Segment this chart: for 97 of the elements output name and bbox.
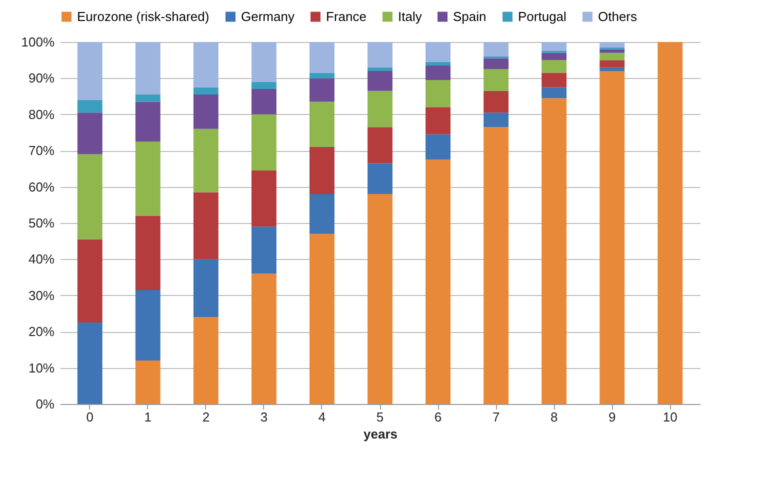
y-tick-label: 0% xyxy=(36,396,55,412)
bar xyxy=(135,290,160,361)
bar xyxy=(484,127,509,404)
bar xyxy=(426,80,450,108)
legend-label: Spain xyxy=(453,8,486,24)
bar xyxy=(542,87,567,98)
x-tick-label: 7 xyxy=(492,410,500,424)
bar xyxy=(310,146,334,194)
bar xyxy=(600,49,625,53)
bar xyxy=(484,69,509,91)
bar xyxy=(426,66,450,80)
bar xyxy=(251,114,276,171)
bar xyxy=(368,70,392,91)
x-tick-label: 2 xyxy=(202,410,210,424)
x-tick-label: 10 xyxy=(662,410,678,424)
bar xyxy=(77,112,102,154)
y-tick-label: 80% xyxy=(28,106,55,122)
bar xyxy=(135,42,160,94)
x-axis-title: years xyxy=(364,426,398,442)
bar xyxy=(310,42,334,73)
bar xyxy=(193,94,218,129)
bar xyxy=(77,100,102,113)
bar xyxy=(426,107,450,134)
bar xyxy=(658,42,683,404)
bar xyxy=(368,90,392,128)
bar xyxy=(426,62,450,66)
bar xyxy=(77,154,102,240)
bar xyxy=(77,239,102,323)
legend-label: Eurozone (risk-shared) xyxy=(77,8,210,24)
bar xyxy=(542,98,567,404)
x-tick-label: 0 xyxy=(86,410,94,424)
bar xyxy=(310,234,334,404)
y-tick-label: 70% xyxy=(28,143,55,158)
bar xyxy=(600,60,625,68)
bar xyxy=(310,102,334,147)
bar xyxy=(77,42,102,100)
y-tick-label: 90% xyxy=(28,70,55,86)
bar xyxy=(251,42,276,82)
y-tick-label: 40% xyxy=(28,252,55,267)
x-tick-label: 8 xyxy=(550,410,558,424)
bar xyxy=(426,134,450,160)
bar xyxy=(542,52,567,60)
bar xyxy=(135,102,160,142)
bar xyxy=(77,322,102,404)
bar xyxy=(542,60,567,73)
x-tick-label: 5 xyxy=(376,410,384,424)
bar xyxy=(600,52,625,60)
bar xyxy=(426,42,450,62)
bar xyxy=(135,216,160,290)
bar xyxy=(310,194,334,234)
bar xyxy=(251,226,276,274)
x-tick-label: 1 xyxy=(144,410,152,424)
bar xyxy=(251,274,276,404)
bar xyxy=(135,360,160,404)
legend-label: Others xyxy=(598,8,638,24)
bar xyxy=(193,42,218,88)
bar xyxy=(251,89,276,114)
bar xyxy=(484,90,509,113)
bar xyxy=(542,42,567,52)
bar xyxy=(542,72,567,88)
y-tick-label: 30% xyxy=(28,288,55,303)
bar xyxy=(426,160,450,404)
bar xyxy=(135,142,160,216)
y-tick-label: 60% xyxy=(28,179,55,194)
bar xyxy=(484,112,509,128)
bar xyxy=(368,42,392,68)
legend-label: France xyxy=(326,8,366,24)
x-tick-label: 3 xyxy=(260,410,268,424)
x-tick-label: 6 xyxy=(434,410,442,424)
bar xyxy=(310,78,334,102)
bar xyxy=(600,70,625,404)
bar xyxy=(600,67,625,71)
bar xyxy=(368,67,392,71)
x-tick-label: 9 xyxy=(608,410,616,424)
bar xyxy=(368,194,392,404)
y-tick-label: 10% xyxy=(28,360,55,376)
legend-label: Italy xyxy=(398,8,422,24)
x-tick-label: 4 xyxy=(318,410,326,424)
bar xyxy=(251,82,276,90)
bar xyxy=(484,42,509,56)
bar xyxy=(193,87,218,94)
bar xyxy=(368,127,392,164)
bar xyxy=(193,317,218,404)
bar xyxy=(193,128,218,192)
bar xyxy=(310,72,334,78)
legend-label: Portugal xyxy=(518,8,567,24)
y-tick-label: 50% xyxy=(28,216,55,230)
bar xyxy=(368,163,392,194)
bar xyxy=(600,42,625,48)
bar xyxy=(193,259,218,318)
y-tick-label: 100% xyxy=(21,34,55,50)
y-tick-label: 20% xyxy=(28,324,55,340)
bar xyxy=(251,170,276,227)
bar xyxy=(135,94,160,102)
bar xyxy=(193,192,218,260)
legend-label: Germany xyxy=(241,8,295,24)
bar xyxy=(484,58,509,70)
